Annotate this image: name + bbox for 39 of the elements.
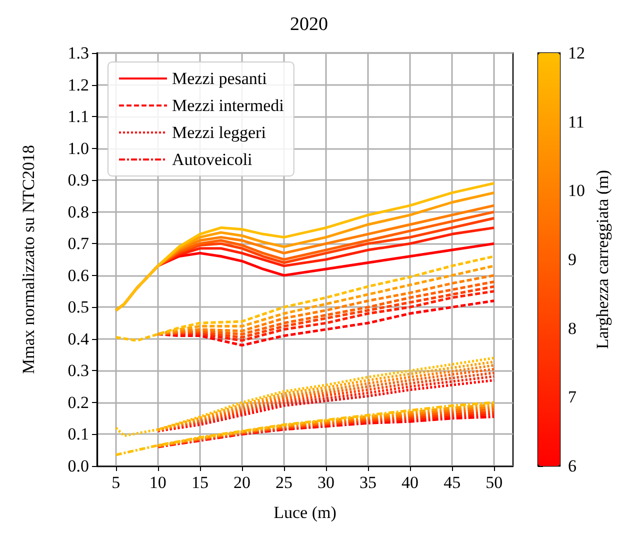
color-bar-label: 6 (568, 456, 576, 476)
y-tick-label: 1.3 (68, 44, 89, 62)
x-tick-label: 15 (191, 473, 208, 492)
legend-label: Mezzi pesanti (172, 69, 268, 88)
legend-label: Autoveicoli (172, 150, 253, 169)
y-tick-label: 0.5 (68, 298, 89, 317)
x-tick-label: 25 (275, 473, 292, 492)
legend-label: Mezzi leggeri (172, 123, 266, 142)
legend-label: Mezzi intermedi (172, 96, 284, 115)
y-tick-label: 1.1 (68, 107, 89, 126)
y-tick-label: 0.2 (68, 392, 89, 412)
x-tick-label: 45 (444, 473, 461, 492)
color-bar-label: 7 (568, 388, 577, 407)
y-tick-label: 0.4 (68, 329, 90, 348)
y-tick-label: 0.7 (68, 234, 90, 254)
y-tick-label: 1.2 (68, 75, 89, 94)
y-tick-label: 0.9 (68, 170, 89, 190)
x-tick-label: 20 (233, 473, 250, 492)
y-tick-label: 0.0 (68, 456, 89, 476)
color-bar-title: Larghezza carreggiata (m) (593, 170, 612, 350)
x-tick-label: 50 (486, 473, 503, 492)
y-tick-label: 0.6 (68, 266, 89, 285)
x-tick-label: 5 (112, 473, 120, 492)
x-tick-label: 10 (149, 473, 166, 492)
y-tick-label: 0.1 (68, 424, 89, 444)
color-bar-label: 8 (568, 318, 576, 338)
x-tick-label: 40 (402, 473, 419, 492)
y-tick-label: 0.3 (68, 361, 89, 380)
y-tick-label: 1.0 (68, 138, 89, 158)
chart-title: 2020 (290, 14, 328, 35)
x-axis-title: Luce (m) (274, 503, 336, 522)
color-bar-label: 10 (568, 181, 585, 200)
y-tick-label: 0.8 (68, 202, 89, 222)
x-tick-label: 30 (318, 473, 335, 492)
color-bar-label: 9 (568, 250, 576, 269)
x-tick-label: 35 (360, 473, 377, 492)
color-bar-label: 11 (568, 112, 584, 132)
y-axis-title: Mmax normalizzato su NTC2018 (19, 145, 38, 374)
color-bar-label: 12 (568, 44, 585, 62)
